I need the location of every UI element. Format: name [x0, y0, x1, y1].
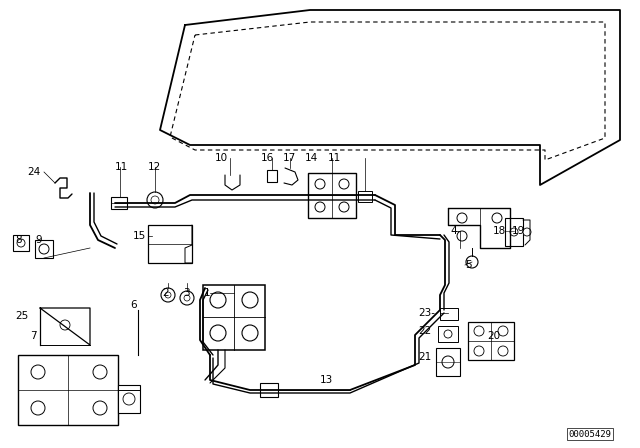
Bar [267, 170, 277, 182]
Circle shape [17, 239, 25, 247]
Text: 25: 25 [15, 311, 28, 321]
Bar [260, 383, 278, 397]
Text: 18: 18 [493, 226, 506, 236]
Bar [148, 225, 192, 263]
Circle shape [457, 231, 467, 241]
Circle shape [339, 202, 349, 212]
Circle shape [315, 202, 325, 212]
Circle shape [93, 365, 107, 379]
Circle shape [242, 325, 258, 341]
Circle shape [339, 179, 349, 189]
Circle shape [184, 295, 190, 301]
Text: 22: 22 [418, 326, 431, 336]
Circle shape [523, 228, 531, 236]
Circle shape [39, 244, 49, 254]
Circle shape [242, 292, 258, 308]
Circle shape [123, 393, 135, 405]
Text: 5: 5 [465, 260, 472, 270]
Circle shape [151, 196, 159, 204]
Bar [468, 322, 514, 360]
Text: 12: 12 [148, 162, 161, 172]
Bar [308, 173, 356, 218]
Circle shape [210, 292, 226, 308]
Bar [358, 191, 372, 202]
Text: 23-: 23- [418, 308, 435, 318]
Text: 10: 10 [215, 153, 228, 163]
Text: 2: 2 [162, 288, 168, 298]
Bar [203, 285, 265, 350]
Text: 9: 9 [35, 235, 42, 245]
Text: 17: 17 [283, 153, 296, 163]
Text: 15: 15 [133, 231, 147, 241]
Circle shape [93, 401, 107, 415]
Circle shape [510, 228, 518, 236]
Bar [111, 197, 127, 209]
Circle shape [457, 213, 467, 223]
Text: 19: 19 [512, 226, 525, 236]
Bar [436, 348, 460, 376]
Circle shape [442, 356, 454, 368]
Circle shape [60, 320, 70, 330]
Circle shape [165, 292, 171, 298]
Text: 4: 4 [450, 226, 456, 236]
Circle shape [466, 256, 478, 268]
Bar [13, 235, 29, 251]
Circle shape [315, 179, 325, 189]
Text: 24: 24 [27, 167, 40, 177]
Text: 11: 11 [328, 153, 341, 163]
Circle shape [31, 365, 45, 379]
Bar [438, 326, 458, 342]
Bar [505, 218, 523, 246]
Bar [18, 355, 118, 425]
Circle shape [474, 326, 484, 336]
Bar [440, 308, 458, 320]
Bar [35, 240, 53, 258]
Circle shape [180, 291, 194, 305]
Circle shape [498, 346, 508, 356]
Text: 21: 21 [418, 352, 431, 362]
Text: 16: 16 [261, 153, 275, 163]
Circle shape [498, 326, 508, 336]
Text: 1: 1 [204, 288, 211, 298]
Text: 20: 20 [487, 331, 500, 341]
Text: 11: 11 [115, 162, 128, 172]
Circle shape [210, 325, 226, 341]
Text: 14: 14 [305, 153, 318, 163]
Text: 6: 6 [130, 300, 136, 310]
Text: 13: 13 [320, 375, 333, 385]
Circle shape [31, 401, 45, 415]
Circle shape [444, 330, 452, 338]
Circle shape [161, 288, 175, 302]
Text: 7: 7 [30, 331, 36, 341]
Text: 3: 3 [183, 288, 189, 298]
Bar [118, 385, 140, 413]
Circle shape [474, 346, 484, 356]
Text: 8: 8 [15, 235, 22, 245]
Text: 00005429: 00005429 [568, 430, 611, 439]
Circle shape [147, 192, 163, 208]
Circle shape [492, 213, 502, 223]
